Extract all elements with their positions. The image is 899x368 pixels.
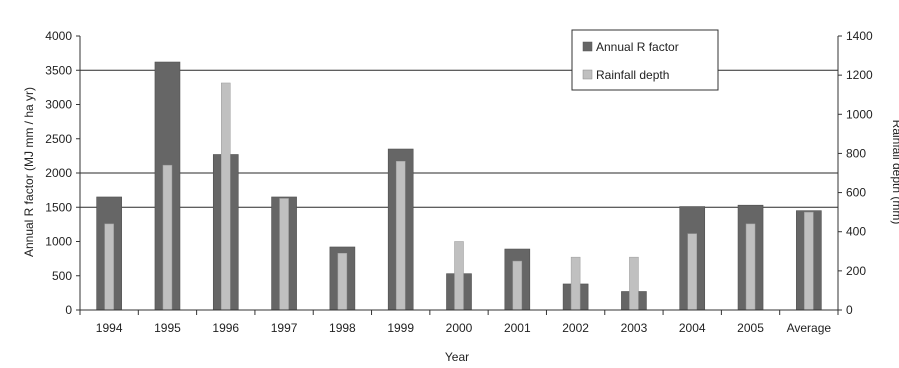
x-tick-label-2000: 2000 xyxy=(446,321,473,335)
right-tick-label-400: 400 xyxy=(846,225,866,239)
bar-rainfall-depth-1995 xyxy=(162,164,173,311)
right-tick-label-1200: 1200 xyxy=(846,68,873,82)
legend-label-rainfall-depth: Rainfall depth xyxy=(596,68,669,82)
right-tick-label-200: 200 xyxy=(846,264,866,278)
left-tick-label-1500: 1500 xyxy=(45,200,72,214)
x-tick-label-1997: 1997 xyxy=(271,321,298,335)
legend-box xyxy=(571,29,719,91)
bar-rainfall-depth-1997 xyxy=(279,198,289,311)
x-tick-label-1999: 1999 xyxy=(387,321,414,335)
legend-swatch-annual-r-factor xyxy=(582,41,593,52)
x-tick-label-1994: 1994 xyxy=(96,321,123,335)
legend-swatch-rainfall-depth xyxy=(582,69,593,80)
x-tick-label-2001: 2001 xyxy=(504,321,531,335)
legend-label-annual-r-factor: Annual R factor xyxy=(596,40,679,54)
bar-rainfall-depth-Average xyxy=(804,211,814,311)
x-tick-label-2002: 2002 xyxy=(562,321,589,335)
left-tick-label-2500: 2500 xyxy=(45,132,72,146)
left-tick-label-3000: 3000 xyxy=(45,98,72,112)
x-tick-label-2004: 2004 xyxy=(679,321,706,335)
x-tick-label-1996: 1996 xyxy=(212,321,239,335)
left-tick-label-2000: 2000 xyxy=(45,166,72,180)
y2-axis-title: Rainfall depth (mm) xyxy=(890,120,899,225)
left-tick-label-500: 500 xyxy=(52,269,72,283)
x-tick-label-1998: 1998 xyxy=(329,321,356,335)
legend: Annual R factor Rainfall depth xyxy=(571,29,719,91)
left-tick-label-0: 0 xyxy=(65,303,72,317)
x-tick-label-1995: 1995 xyxy=(154,321,181,335)
bar-rainfall-depth-2000 xyxy=(454,241,464,311)
tick-labels: 0 500 1000 1500 2000 2500 3000 3500 4000 0 200 400 6… xyxy=(45,29,873,335)
y-axis-title: Annual R factor (MJ mm / ha yr) xyxy=(22,87,36,257)
bar-rainfall-depth-1996 xyxy=(221,82,231,311)
bar-rainfall-depth-1999 xyxy=(395,161,406,311)
right-tick-label-1000: 1000 xyxy=(846,107,873,121)
right-tick-label-0: 0 xyxy=(846,303,853,317)
left-tick-label-3500: 3500 xyxy=(45,63,72,77)
gridlines xyxy=(80,69,838,208)
bar-rainfall-depth-2001 xyxy=(512,260,523,311)
axes xyxy=(76,35,842,315)
x-tick-label-Average: Average xyxy=(787,321,832,335)
left-tick-label-4000: 4000 xyxy=(45,29,72,43)
bar-rainfall-depth-1994 xyxy=(104,223,114,311)
right-tick-label-800: 800 xyxy=(846,146,866,160)
right-tick-label-600: 600 xyxy=(846,186,866,200)
x-axis-title: Year xyxy=(445,350,469,364)
x-tick-label-2003: 2003 xyxy=(621,321,648,335)
bar-rainfall-depth-2003 xyxy=(629,256,639,311)
x-tick-label-2005: 2005 xyxy=(737,321,764,335)
bar-rainfall-depth-2002 xyxy=(570,256,581,311)
bar-rainfall-depth-2004 xyxy=(687,233,697,311)
bar-rainfall-depth-1998 xyxy=(337,252,348,311)
bars xyxy=(96,61,822,311)
bar-rainfall-depth-2005 xyxy=(745,223,756,311)
right-tick-label-1400: 1400 xyxy=(846,29,873,43)
left-tick-label-1000: 1000 xyxy=(45,235,72,249)
